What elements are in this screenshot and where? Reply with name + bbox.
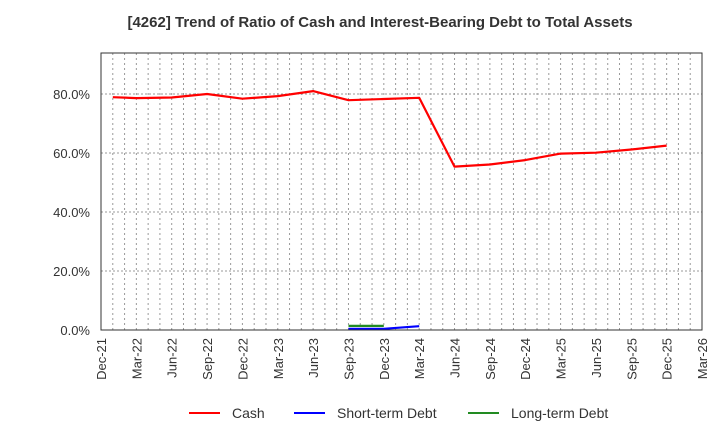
legend-label: Cash <box>232 405 265 421</box>
x-axis: Dec-21 Mar-22 Jun-22 Sep-22 Dec-22 Mar-23 Jun-… <box>94 338 710 380</box>
x-tick-label: Dec-23 <box>377 338 392 380</box>
y-tick-label: 80.0% <box>53 87 90 102</box>
x-tick-label: Mar-25 <box>554 338 569 379</box>
x-tick-label: Dec-25 <box>660 338 675 380</box>
x-tick-label: Sep-23 <box>341 338 356 380</box>
cash-line-swatch <box>189 412 220 414</box>
legend-item-short-term-debt: Short-term Debt <box>294 405 437 421</box>
cash-line <box>112 89 667 168</box>
plot-frame <box>100 52 703 331</box>
y-tick-label: 20.0% <box>53 264 90 279</box>
y-tick-label: 60.0% <box>53 146 90 161</box>
long-term-debt-line-swatch <box>468 412 499 414</box>
chart-title: [4262] Trend of Ratio of Cash and Intere… <box>127 14 633 31</box>
x-tick-label: Mar-23 <box>271 338 286 379</box>
x-tick-label: Sep-24 <box>483 338 498 380</box>
x-tick-label: Dec-22 <box>235 338 250 380</box>
series-lines <box>112 89 667 330</box>
y-axis: 0.0% 20.0% 40.0% 60.0% 80.0% <box>53 87 90 338</box>
x-tick-label: Jun-24 <box>448 338 463 378</box>
legend: Cash Short-term Debt Long-term Debt <box>0 405 720 425</box>
x-tick-label: Jun-22 <box>165 338 180 378</box>
x-tick-label: Mar-26 <box>695 338 710 379</box>
y-tick-label: 40.0% <box>53 205 90 220</box>
x-tick-label: Sep-22 <box>200 338 215 380</box>
x-tick-label: Mar-24 <box>412 338 427 379</box>
legend-item-long-term-debt: Long-term Debt <box>468 405 608 421</box>
x-tick-label: Dec-21 <box>94 338 109 380</box>
y-tick-label: 0.0% <box>60 323 90 338</box>
x-tick-label: Sep-25 <box>624 338 639 380</box>
x-tick-label: Mar-22 <box>129 338 144 379</box>
legend-label: Short-term Debt <box>337 405 437 421</box>
line-chart: 0.0% 20.0% 40.0% 60.0% 80.0% Dec-21 Mar-22 Jun… <box>53 52 710 380</box>
legend-label: Long-term Debt <box>511 405 609 421</box>
legend-item-cash: Cash <box>189 405 265 421</box>
x-tick-label: Jun-23 <box>306 338 321 378</box>
x-tick-label: Jun-25 <box>589 338 604 378</box>
x-tick-label: Dec-24 <box>518 338 533 380</box>
short-term-debt-line-swatch <box>294 412 325 414</box>
short-term-debt-line <box>348 325 420 330</box>
